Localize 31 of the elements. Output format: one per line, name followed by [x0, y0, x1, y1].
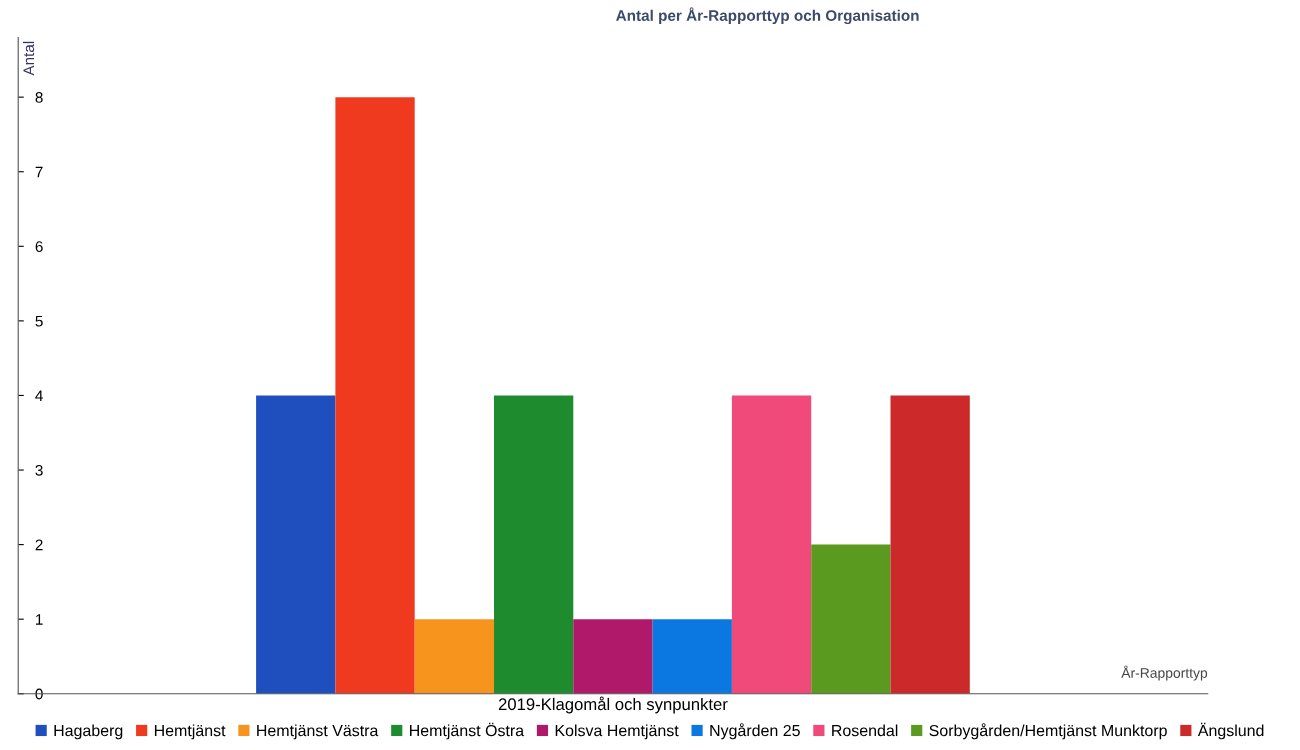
x-axis-title: År-Rapporttyp — [1121, 665, 1208, 681]
legend-label: Sorbygården/Hemtjänst Munktorp — [929, 723, 1167, 740]
bar — [335, 97, 415, 694]
legend-label: Hemtjänst Västra — [257, 724, 379, 740]
bar — [652, 619, 732, 694]
legend-label: Kolsva Hemtjänst — [555, 724, 679, 740]
y-tick-label: 5 — [35, 315, 43, 327]
legend-label: Hemtjänst — [154, 724, 226, 740]
bar — [731, 395, 812, 694]
y-tick-label: 0 — [35, 688, 43, 700]
bar — [256, 395, 336, 694]
y-tick-label: 1 — [36, 614, 43, 625]
y-tick-label: 4 — [35, 390, 43, 401]
y-tick-label: 6 — [35, 241, 43, 252]
legend-label: Nygården 25 — [710, 723, 800, 740]
legend-label: Ängslund — [1197, 722, 1264, 740]
bar — [494, 395, 574, 694]
y-axis-title: Antal — [22, 41, 35, 76]
y-tick-label: 3 — [35, 464, 43, 476]
x-tick-label: 2019-Klagomål och synpunkter — [498, 696, 728, 714]
bar — [414, 619, 494, 694]
y-tick-label: 8 — [35, 92, 43, 103]
legend-label: Hagaberg — [54, 724, 123, 740]
bar — [811, 544, 891, 694]
legend-label: Hemtjänst Östra — [410, 722, 525, 740]
bar — [890, 395, 970, 694]
chart-title: Antal per År-Rapporttyp och Organisation — [616, 7, 919, 25]
y-tick-label: 7 — [35, 166, 43, 178]
y-tick-label: 2 — [35, 539, 43, 551]
bar — [573, 619, 653, 694]
legend-label: Rosendal — [832, 724, 898, 737]
